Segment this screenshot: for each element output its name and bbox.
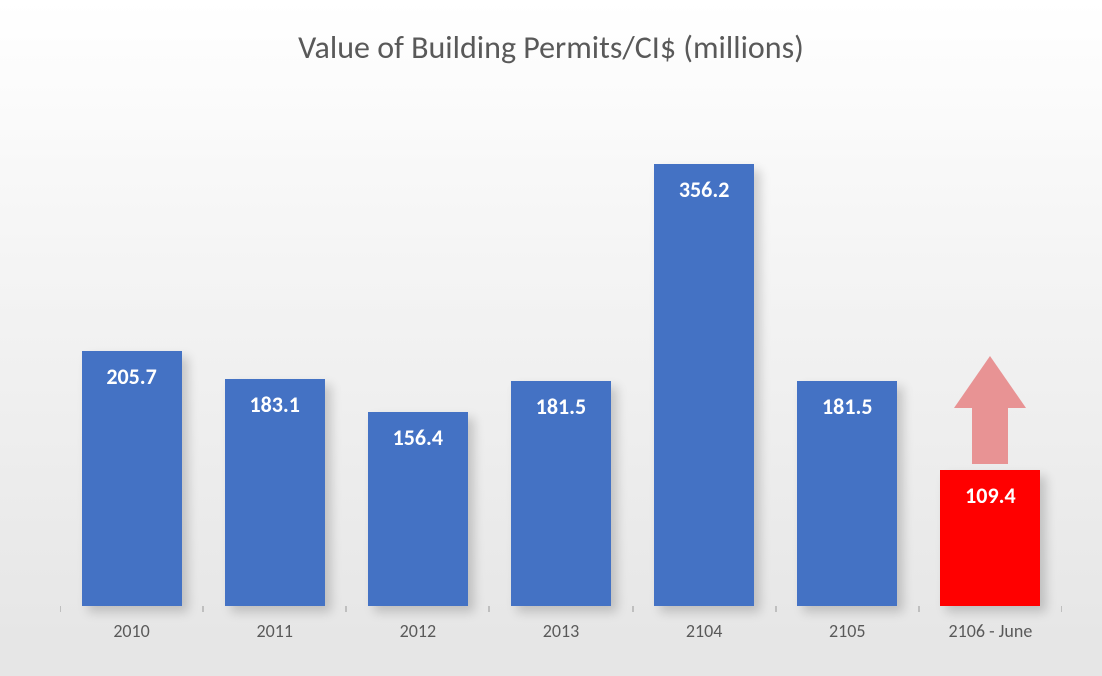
- x-tick: 2106 - June: [919, 606, 1062, 676]
- bar: 183.1: [225, 379, 325, 606]
- bar-value-label: 183.1: [225, 391, 325, 418]
- bar-slot: 205.7: [60, 110, 203, 606]
- x-tick-label: 2012: [346, 620, 489, 642]
- bar-slot: 183.1: [203, 110, 346, 606]
- x-tick-label: 2010: [60, 620, 203, 642]
- x-tick: 2105: [776, 606, 919, 676]
- x-axis: 2010201120122013210421052106 - June: [60, 606, 1062, 676]
- x-tick: 2011: [203, 606, 346, 676]
- bar-value-label: 181.5: [511, 393, 611, 420]
- x-tick: 2104: [633, 606, 776, 676]
- x-tick: 2010: [60, 606, 203, 676]
- x-tick-label: 2105: [776, 620, 919, 642]
- bar-slot: 181.5: [776, 110, 919, 606]
- bar: 181.5: [511, 381, 611, 606]
- bar: 205.7: [82, 351, 182, 606]
- bar-slot: 356.2: [633, 110, 776, 606]
- bar-value-label: 109.4: [940, 482, 1040, 509]
- bar: 356.2: [654, 164, 754, 606]
- bar-slot: 109.4: [919, 110, 1062, 606]
- bar: 156.4: [368, 412, 468, 606]
- bars-row: 205.7 183.1 156.4 181.5 356.2 181.5 109.4: [60, 110, 1062, 606]
- bar-value-label: 205.7: [82, 363, 182, 390]
- plot-area: 205.7 183.1 156.4 181.5 356.2 181.5 109.4: [60, 110, 1062, 606]
- x-tick-label: 2013: [489, 620, 632, 642]
- bar: 181.5: [797, 381, 897, 606]
- bar-value-label: 181.5: [797, 393, 897, 420]
- chart-container: Value of Building Permits/CI$ (millions)…: [0, 0, 1102, 676]
- bar: 109.4: [940, 470, 1040, 606]
- chart-title: Value of Building Permits/CI$ (millions): [0, 28, 1102, 67]
- bar-slot: 156.4: [346, 110, 489, 606]
- x-tick: 2013: [489, 606, 632, 676]
- bar-value-label: 156.4: [368, 424, 468, 451]
- x-tick-label: 2104: [633, 620, 776, 642]
- arrow-up-icon: [919, 356, 1062, 464]
- x-tick: 2012: [346, 606, 489, 676]
- x-tick-label: 2106 - June: [919, 620, 1062, 642]
- bar-slot: 181.5: [489, 110, 632, 606]
- x-tick-label: 2011: [203, 620, 346, 642]
- bar-value-label: 356.2: [654, 176, 754, 203]
